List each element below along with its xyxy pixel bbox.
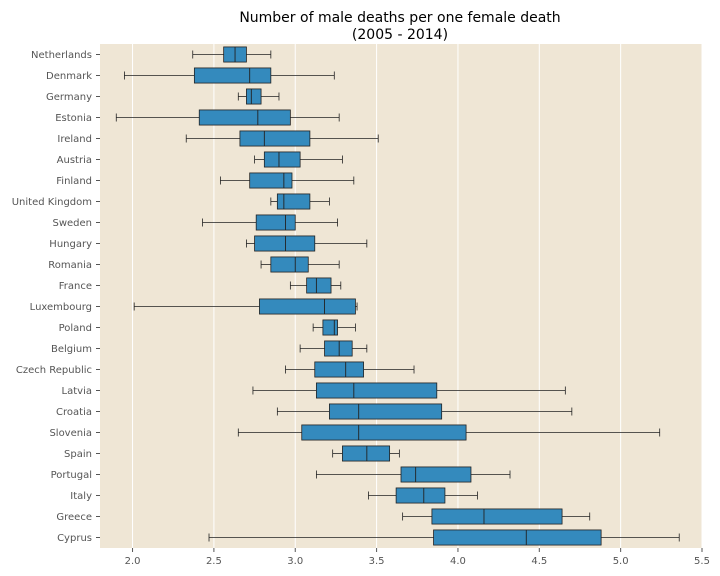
box-italy (395, 487, 446, 504)
box-denmark (193, 67, 272, 84)
y-tick-label: Latvia (62, 386, 92, 397)
box-cyprus (433, 529, 602, 546)
y-tick-label: Poland (59, 323, 92, 334)
y-tick-label: Netherlands (31, 50, 92, 61)
y-tick-label: Czech Republic (16, 365, 92, 376)
x-tick-label: 3.5 (369, 556, 385, 567)
box-sweden (255, 214, 296, 231)
chart-title-line-1: Number of male deaths per one female dea… (239, 10, 560, 26)
box-france (306, 277, 332, 294)
y-tick-label: Spain (64, 449, 92, 460)
y-tick-label: Austria (57, 155, 92, 166)
box-romania (270, 256, 309, 273)
y-tick-label: Romania (48, 260, 92, 271)
y-tick-label: Finland (56, 176, 92, 187)
x-tick-label: 2.0 (125, 556, 141, 567)
y-tick-label: Estonia (55, 113, 92, 124)
box-ireland (239, 130, 311, 147)
y-tick-label: Portugal (51, 470, 92, 481)
y-tick-label: Ireland (57, 134, 92, 145)
plot-background (100, 44, 702, 548)
box-greece (431, 508, 563, 525)
y-tick-label: Croatia (56, 407, 92, 418)
box-luxembourg (259, 298, 356, 315)
y-tick-label: Hungary (49, 239, 92, 250)
x-tick-label: 3.0 (287, 556, 303, 567)
box-latvia (315, 382, 438, 399)
box-czech-republic (314, 361, 364, 378)
y-tick-label: Italy (70, 491, 92, 502)
x-tick-label: 5.0 (613, 556, 629, 567)
box-poland (322, 319, 338, 336)
y-tick-label: Slovenia (49, 428, 92, 439)
y-tick-label: Germany (46, 92, 92, 103)
chart-title-line-2: (2005 - 2014) (352, 27, 448, 43)
y-tick-label: Cyprus (57, 533, 92, 544)
y-tick-label: Belgium (51, 344, 92, 355)
x-tick-label: 4.0 (450, 556, 466, 567)
box-croatia (329, 403, 443, 420)
x-tick-label: 5.5 (694, 556, 710, 567)
box-germany (246, 88, 262, 105)
x-tick-label: 4.5 (531, 556, 547, 567)
y-tick-label: Greece (56, 512, 92, 523)
box-slovenia (301, 424, 467, 441)
box-estonia (198, 109, 291, 126)
box-hungary (254, 235, 316, 252)
box-portugal (400, 466, 472, 483)
box-united-kingdom (276, 193, 311, 210)
y-tick-label: Sweden (52, 218, 92, 229)
y-tick-label: France (59, 281, 92, 292)
box-finland (249, 172, 293, 189)
y-tick-label: United Kingdom (12, 197, 92, 208)
box-spain (342, 445, 391, 462)
y-tick-label: Luxembourg (30, 302, 92, 313)
box-austria (263, 151, 301, 168)
y-tick-label: Denmark (46, 71, 92, 82)
x-tick-label: 2.5 (206, 556, 222, 567)
plot-area: 2.0 2.5 3.0 3.5 4.0 4.5 5.0 5.5 Netherlands Denma… (12, 44, 710, 567)
box-belgium (324, 340, 353, 357)
